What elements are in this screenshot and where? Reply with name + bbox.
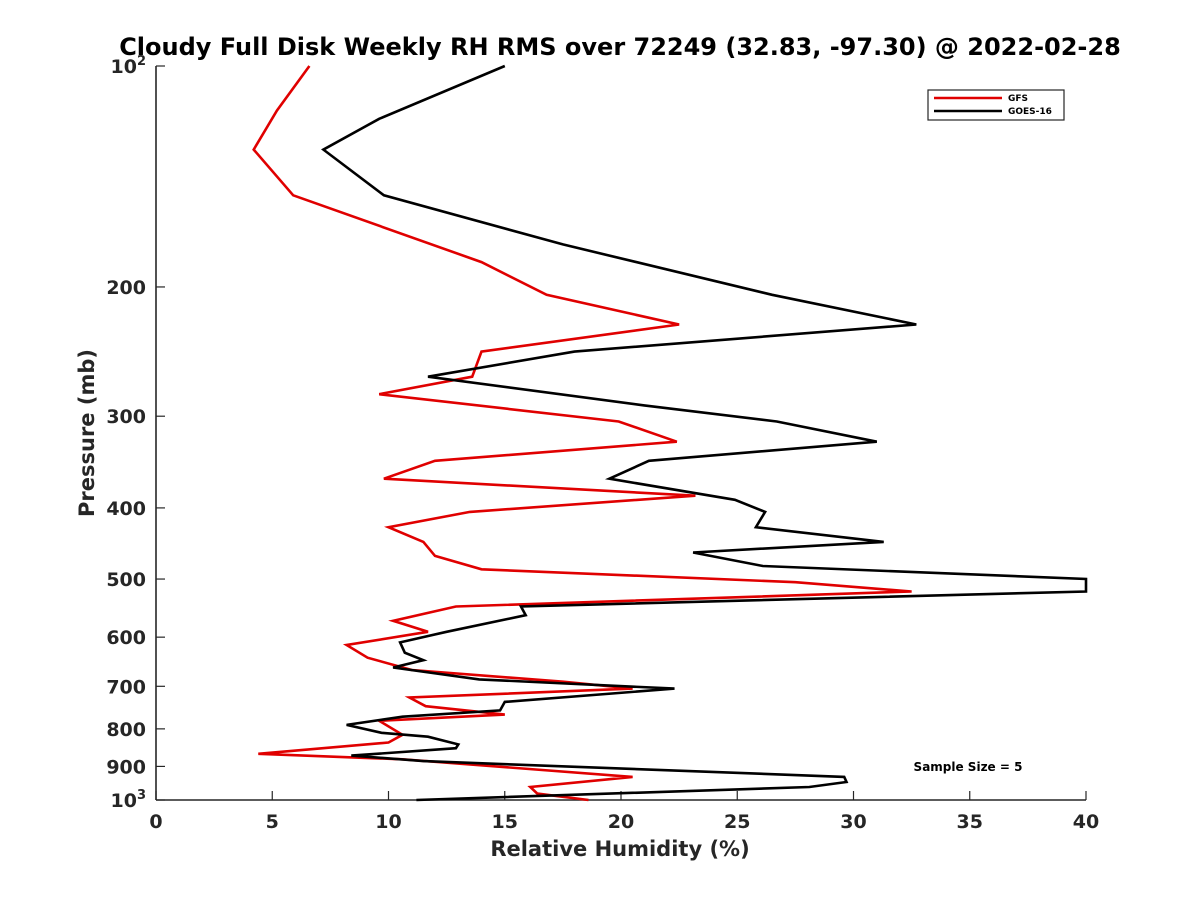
series-line-gfs [252,65,912,802]
x-tick-label: 35 [957,811,983,833]
legend-label-gfs: GFS [1008,94,1028,104]
x-tick-label: 40 [1073,811,1099,833]
y-tick-label: 400 [106,498,146,520]
y-tick-label: 103 [111,788,147,812]
y-tick-label: 102 [111,54,147,78]
x-tick-label: 5 [266,811,279,833]
series-line-goes16 [321,64,1088,802]
x-tick-label: 30 [840,811,866,833]
y-tick-label: 800 [106,719,146,741]
y-tick-label: 600 [106,627,146,649]
x-axis-label: Relative Humidity (%) [490,837,749,861]
x-tick-label: 0 [149,811,162,833]
y-tick-label: 300 [106,406,146,428]
x-tick-label: 15 [492,811,518,833]
series-lines [252,64,1088,802]
chart-title: Cloudy Full Disk Weekly RH RMS over 7224… [119,33,1121,61]
y-tick-label: 500 [106,569,146,591]
legend-label-goes16: GOES-16 [1008,107,1052,117]
y-tick-label: 900 [106,756,146,778]
legend: GFS GOES-16 [927,89,1065,121]
sample-size-annotation: Sample Size = 5 [914,760,1023,774]
y-axis-label: Pressure (mb) [75,349,99,517]
y-tick-label: 200 [106,277,146,299]
y-tick-label: 700 [106,676,146,698]
axes: 0 5 10 15 20 25 30 35 40 102 200 300 400 500 600 700 800… [106,54,1099,833]
legend-box [927,89,1065,121]
x-tick-label: 10 [375,811,401,833]
x-tick-label: 25 [724,811,750,833]
x-tick-label: 20 [608,811,634,833]
